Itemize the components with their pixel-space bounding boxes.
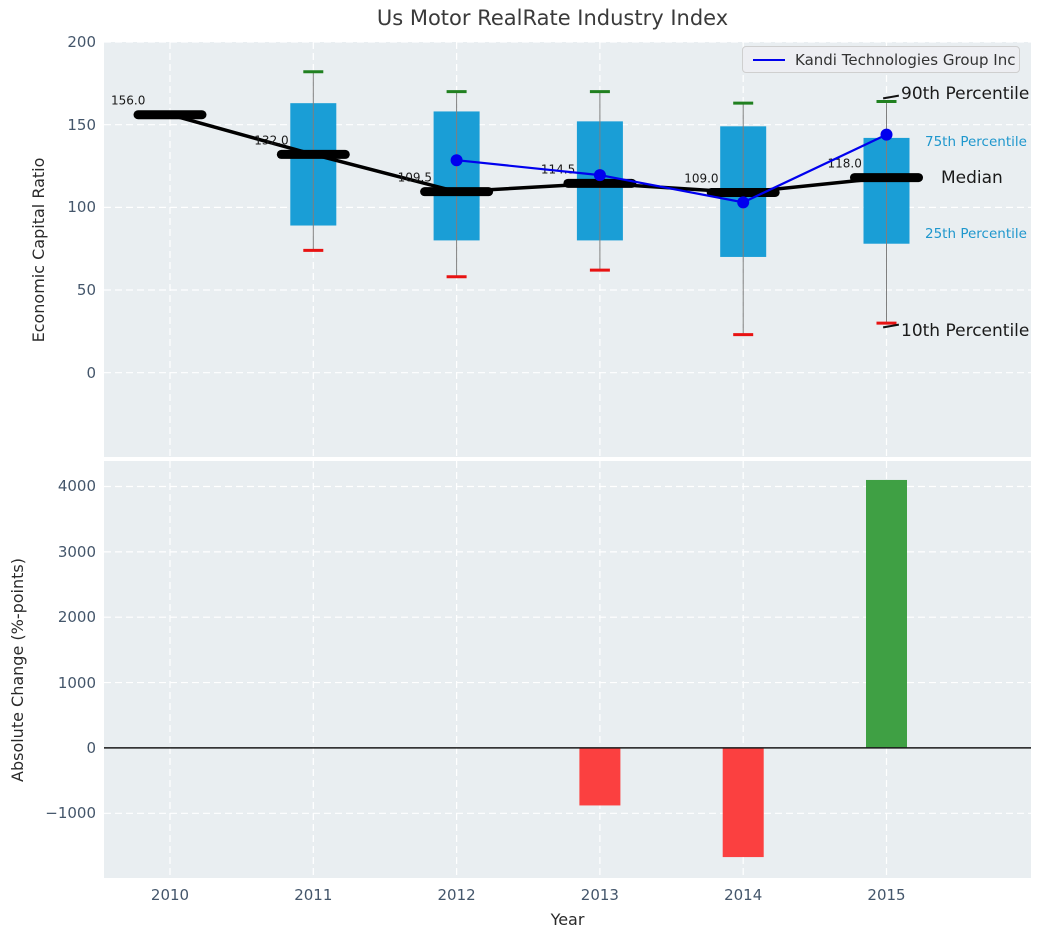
top-ytick-150: 150 [67, 115, 96, 134]
change-bar-2013 [579, 747, 621, 806]
bottom-ytick-1000: 1000 [57, 673, 96, 692]
kandi-point-2012 [450, 154, 463, 167]
xtick-2014: 2014 [724, 886, 763, 904]
median-value-label-2015: 118.0 [828, 157, 862, 171]
change-bar-2015 [866, 479, 907, 748]
label-75th-percentile: 75th Percentile [925, 134, 1027, 150]
median-value-label-2010: 156.0 [111, 94, 145, 108]
kandi-point-2014 [737, 196, 750, 209]
median-value-label-2011: 132.0 [254, 133, 288, 147]
top-ytick-100: 100 [67, 198, 96, 217]
chart-title: Us Motor RealRate Industry Index [376, 6, 729, 30]
bottom-ytick-2000: 2000 [57, 608, 96, 627]
kandi-series-line [456, 133, 887, 204]
median-value-label-2012: 109.5 [398, 171, 432, 185]
bottom-ytick-0: 0 [86, 738, 96, 757]
label-90th-percentile: 90th Percentile [901, 84, 1030, 104]
x-axis-label: Year [550, 910, 585, 929]
label-25th-percentile: 25th Percentile [925, 226, 1027, 242]
xtick-2015: 2015 [867, 886, 906, 904]
bottom-ytick-4000: 4000 [57, 477, 96, 496]
top-plot-area: 156.0 132.0 109.5 114.5 109.0 118.0 [104, 42, 1031, 457]
label-median: Median [941, 168, 1003, 188]
bar-chart-canvas [104, 461, 1031, 878]
top-y-axis-label: Economic Capital Ratio [29, 157, 48, 343]
kandi-point-2015 [880, 128, 893, 141]
boxplot-canvas: 156.0 132.0 109.5 114.5 109.0 118.0 [104, 42, 1031, 457]
xtick-2010: 2010 [150, 886, 190, 904]
xtick-2011: 2011 [294, 886, 333, 904]
label-10th-percentile: 10th Percentile [901, 321, 1030, 341]
top-ytick-200: 200 [67, 33, 96, 51]
top-ytick-50: 50 [76, 281, 96, 299]
legend: Kandi Technologies Group Inc [742, 46, 1020, 73]
legend-line-sample [753, 58, 785, 61]
xtick-2013: 2013 [580, 886, 619, 904]
xtick-2012: 2012 [437, 886, 476, 904]
median-value-label-2014: 109.0 [684, 171, 718, 185]
kandi-point-2013 [593, 169, 606, 182]
bottom-ytick--1000: −1000 [45, 804, 96, 823]
change-bar-2014 [722, 747, 764, 858]
median-value-label-2013: 114.5 [541, 162, 575, 176]
bottom-plot-area [104, 461, 1031, 878]
bottom-ytick-3000: 3000 [57, 542, 96, 561]
legend-series-label: Kandi Technologies Group Inc [795, 50, 1016, 69]
top-ytick-0: 0 [86, 363, 96, 382]
bottom-y-axis-label: Absolute Change (%-points) [8, 558, 27, 782]
